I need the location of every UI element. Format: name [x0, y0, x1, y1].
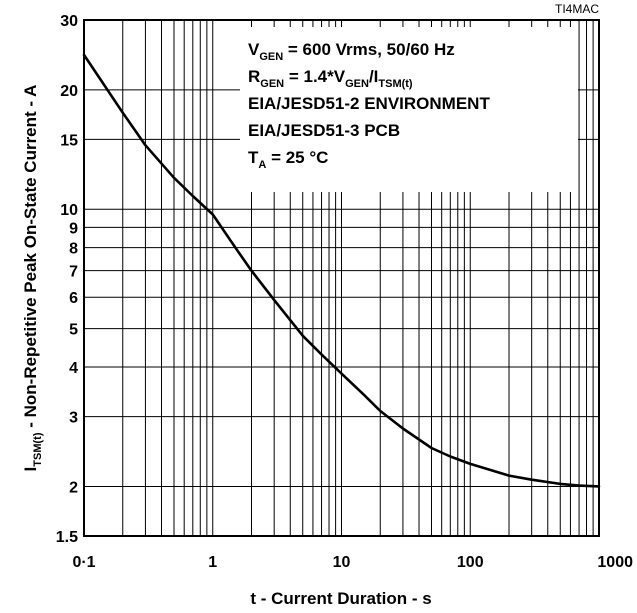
annotation-subscript: TSM(t): [378, 78, 413, 90]
y-tick-label: 9: [69, 220, 78, 237]
annotation-text-run: T: [248, 148, 259, 167]
annotation-box: [240, 27, 578, 192]
y-tick-label: 3: [69, 410, 78, 427]
y-tick-label: 30: [60, 13, 78, 30]
annotation-subscript: GEN: [260, 78, 284, 90]
y-axis-label-rest: - Non-Repetitive Peak On-State Current -…: [21, 85, 40, 433]
y-tick-label: 4: [69, 360, 78, 377]
y-tick-label: 15: [60, 132, 78, 149]
x-tick-label: 100: [457, 554, 484, 571]
y-axis-label-sub: TSM(t): [32, 432, 44, 467]
series-line: [82, 53, 601, 488]
annotation-text-run: EIA/JESD51-3 PCB: [248, 121, 400, 140]
annotation-text-run: = 600 Vrms, 50/60 Hz: [283, 40, 455, 59]
y-tick-labels: 1.5 2 3 4 5 6 7 8 910 15 20 30: [56, 13, 78, 546]
plot-frame: [83, 19, 600, 537]
y-tick-label: 8: [69, 241, 78, 258]
annotation-subscript: A: [258, 159, 266, 171]
x-axis-label: t - Current Duration - s: [250, 589, 431, 608]
figure-code: TI4MAC: [555, 2, 599, 16]
annotation-line: RGEN = 1.4*VGEN/ITSM(t): [248, 67, 413, 90]
annotation-text-run: = 1.4*V: [284, 67, 346, 86]
y-tick-label: 6: [69, 290, 78, 307]
annotation-text-run: EIA/JESD51-2 ENVIRONMENT: [248, 94, 490, 113]
annotation-line: EIA/JESD51-2 ENVIRONMENT: [248, 94, 490, 113]
x-tick-labels: 0·1 1 10 100 1000: [72, 554, 633, 571]
annotation-text-run: /I: [369, 67, 378, 86]
y-axis-label: ITSM(t) - Non-Repetitive Peak On-State C…: [21, 85, 44, 472]
annotation-text-run: = 25 °C: [266, 148, 328, 167]
y-axis-label-main: I: [21, 467, 40, 472]
y-tick-label: 2: [69, 479, 78, 496]
y-tick-label: 10: [60, 202, 78, 219]
y-tick-label: 1.5: [56, 529, 78, 546]
svg-text:ITSM(t) - Non-Repetitive Peak: ITSM(t) - Non-Repetitive Peak On-State C…: [21, 85, 44, 472]
y-tick-label: 7: [69, 264, 78, 281]
annotation-subscript: GEN: [259, 51, 283, 63]
annotation-subscript: GEN: [345, 78, 369, 90]
annotation-line: EIA/JESD51-3 PCB: [248, 121, 400, 140]
annotation-line: TA = 25 °C: [248, 148, 328, 171]
annotation-text-run: R: [248, 67, 260, 86]
x-tick-label: 1000: [597, 554, 633, 571]
x-tick-label: 1: [208, 554, 217, 571]
x-tick-label: 10: [333, 554, 351, 571]
annotation-line: VGEN = 600 Vrms, 50/60 Hz: [248, 40, 455, 63]
annotation-text-run: V: [248, 40, 260, 59]
y-tick-label: 5: [69, 322, 78, 339]
x-tick-label: 0·1: [72, 554, 95, 571]
series-group: [82, 53, 601, 488]
y-tick-label: 20: [60, 83, 78, 100]
